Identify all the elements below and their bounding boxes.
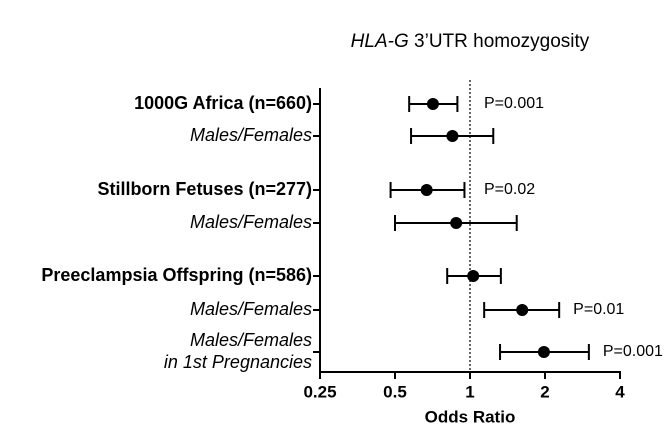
title-gene: HLA-G <box>351 31 409 52</box>
point-estimate <box>516 304 529 316</box>
p-value-label: P=0.001 <box>484 95 544 112</box>
point-estimate <box>420 184 433 196</box>
x-tick-label: 0.25 <box>303 382 336 401</box>
p-value-label: P=0.01 <box>573 301 624 318</box>
point-estimate <box>426 98 439 110</box>
category-label: Males/Females <box>190 125 312 145</box>
point-estimate <box>537 346 550 358</box>
chart-title: HLA-G 3’UTR homozygosity <box>351 31 590 52</box>
category-label: Preeclampsia Offspring (n=586) <box>41 265 312 285</box>
point-estimate <box>467 270 480 282</box>
point-estimate <box>450 217 463 229</box>
category-label: Males/Females <box>190 330 312 350</box>
p-value-label: P=0.02 <box>484 181 535 198</box>
category-label: 1000G Africa (n=660) <box>134 93 312 113</box>
category-label: Stillborn Fetuses (n=277) <box>97 179 312 199</box>
x-axis-label: Odds Ratio <box>425 407 516 426</box>
point-estimate <box>446 130 459 142</box>
x-tick-label: 0.5 <box>383 382 407 401</box>
category-label: in 1st Pregnancies <box>164 352 312 372</box>
category-label: Males/Females <box>190 299 312 319</box>
p-value-label: P=0.001 <box>603 343 663 360</box>
x-tick-label: 4 <box>615 382 625 401</box>
category-label: Males/Females <box>190 212 312 232</box>
title-text: 3’UTR homozygosity <box>414 31 590 52</box>
x-tick-label: 1 <box>465 382 474 401</box>
x-tick-label: 2 <box>540 382 549 401</box>
